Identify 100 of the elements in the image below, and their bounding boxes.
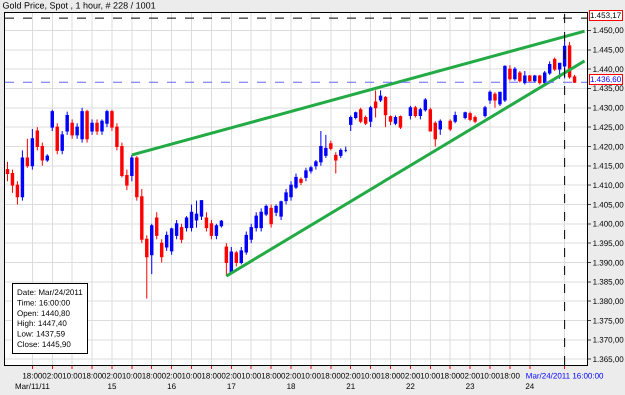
ref-line-label: 1.436,60 [590, 75, 622, 84]
x-tick-label: 18:00 [500, 372, 520, 381]
x-tick-label: 02:00 23 [460, 372, 481, 391]
candlestick [90, 118, 94, 136]
x-tick-label: 18:00 [201, 372, 222, 381]
annotation: Close: 1445,90 [17, 340, 72, 349]
annotation: Low: 1437,59 [17, 330, 66, 339]
candlestick [65, 111, 69, 136]
candlestick [130, 154, 134, 182]
annotation: Date: Mar/24/2011 [17, 288, 84, 297]
candlestick [100, 118, 104, 136]
candlestick [518, 70, 522, 84]
y-tick-label: 1.435,00 [592, 84, 624, 94]
x-tick-label: 02:00 21 [340, 372, 362, 391]
candlestick [30, 128, 34, 170]
x-tick-label: 18:00 [82, 372, 103, 381]
x-tick-label: 18:00 [440, 372, 461, 381]
x-tick-label: 02:00 18 [281, 372, 302, 391]
candlestick [299, 176, 303, 186]
candlestick [438, 118, 442, 136]
candlestick [368, 105, 372, 128]
x-tick-label: 10:00 [300, 372, 322, 381]
x-tick-label: 10:00 [480, 372, 501, 381]
candlestick [384, 96, 388, 128]
x-tick-label: 10:00 [241, 372, 262, 381]
candlestick [339, 148, 342, 159]
candlestick [224, 242, 228, 277]
candlestick [378, 90, 382, 102]
annotation: Open: 1440,80 [17, 308, 70, 318]
x-tick-label: 18:00 [261, 372, 282, 381]
candlestick [56, 122, 59, 155]
y-tick-label: 1.395,00 [592, 238, 624, 248]
candlestick [334, 152, 338, 174]
candlestick [294, 173, 298, 190]
candlestick [234, 250, 238, 267]
candlestick [329, 140, 333, 151]
candlestick [105, 109, 109, 128]
y-tick-label: 1.375,00 [592, 316, 624, 326]
y-tick-label: 1.420,00 [592, 142, 624, 152]
candlestick [160, 238, 164, 263]
annotation: Time: 16:00:00 [17, 298, 71, 308]
candlestick [508, 64, 512, 82]
candlestick [488, 90, 492, 104]
candlestick [453, 111, 457, 124]
y-tick-label: 1.430,00 [592, 104, 624, 113]
x-tick-label: 10:00 [182, 372, 202, 381]
candlestick [26, 138, 30, 168]
x-tick-label: 10:00 [62, 372, 83, 381]
chart-title: Gold Price, Spot , 1 hour, # 228 / 1001 [2, 0, 156, 10]
candlestick [414, 105, 418, 118]
y-tick-label: 1.410,00 [592, 180, 624, 190]
x-tick-label: 24 [525, 382, 535, 391]
x-tick-label: 02:00 16 [162, 372, 182, 391]
x-tick-label: 02:00 22 [400, 372, 421, 391]
candlestick [513, 66, 517, 82]
x-tick-label: 18:00 [320, 372, 342, 381]
y-tick-label: 1.415,00 [592, 162, 624, 171]
x-tick-label: 02:00 [42, 372, 63, 381]
y-tick-label: 1.390,00 [592, 258, 624, 268]
candlestick [269, 204, 273, 228]
candlestick [344, 146, 348, 153]
candlestick [493, 92, 497, 108]
x-tick-label: 10:00 [122, 372, 142, 381]
candlestick [374, 90, 378, 118]
candlestick [523, 70, 527, 86]
y-tick-label: 1.445,00 [592, 46, 624, 55]
candlestick [448, 118, 452, 132]
y-tick-label: 1.425,00 [592, 122, 624, 132]
y-tick-label: 1.400,00 [592, 220, 624, 229]
y-tick-label: 1.365,00 [592, 355, 624, 364]
candlestick [20, 150, 24, 202]
y-tick-label: 1.380,00 [592, 296, 624, 306]
candlestick [200, 200, 204, 220]
x-tick-label: 02:00 15 [102, 372, 123, 391]
candlestick [408, 105, 412, 120]
candlestick [46, 154, 49, 162]
candlestick [155, 212, 158, 240]
candlestick [463, 111, 467, 120]
x-tick-label: 18:00 [142, 372, 162, 381]
y-tick-label: 1.405,00 [592, 200, 624, 210]
x-tick-label: 02:00 17 [221, 372, 242, 391]
candlestick [538, 74, 542, 86]
candlestick [50, 109, 54, 132]
candlestick [398, 115, 402, 130]
candlestick [95, 118, 99, 136]
candlestick [552, 56, 556, 72]
annotation: High: 1447,40 [17, 319, 68, 328]
ref-line-label: 1.453,17 [590, 11, 622, 20]
y-tick-label: 1.450,00 [592, 26, 624, 36]
candlestick [180, 223, 184, 244]
candlestick [85, 109, 89, 144]
y-tick-label: 1.370,00 [592, 336, 624, 345]
y-tick-label: 1.440,00 [592, 64, 624, 74]
candlestick [388, 115, 392, 126]
candlestick [150, 223, 154, 275]
x-tick-label: 18:00 [380, 372, 402, 381]
y-tick-label: 1.385,00 [592, 278, 624, 287]
candlestick [528, 74, 532, 84]
candlestick [60, 130, 64, 155]
candlestick [533, 74, 536, 84]
